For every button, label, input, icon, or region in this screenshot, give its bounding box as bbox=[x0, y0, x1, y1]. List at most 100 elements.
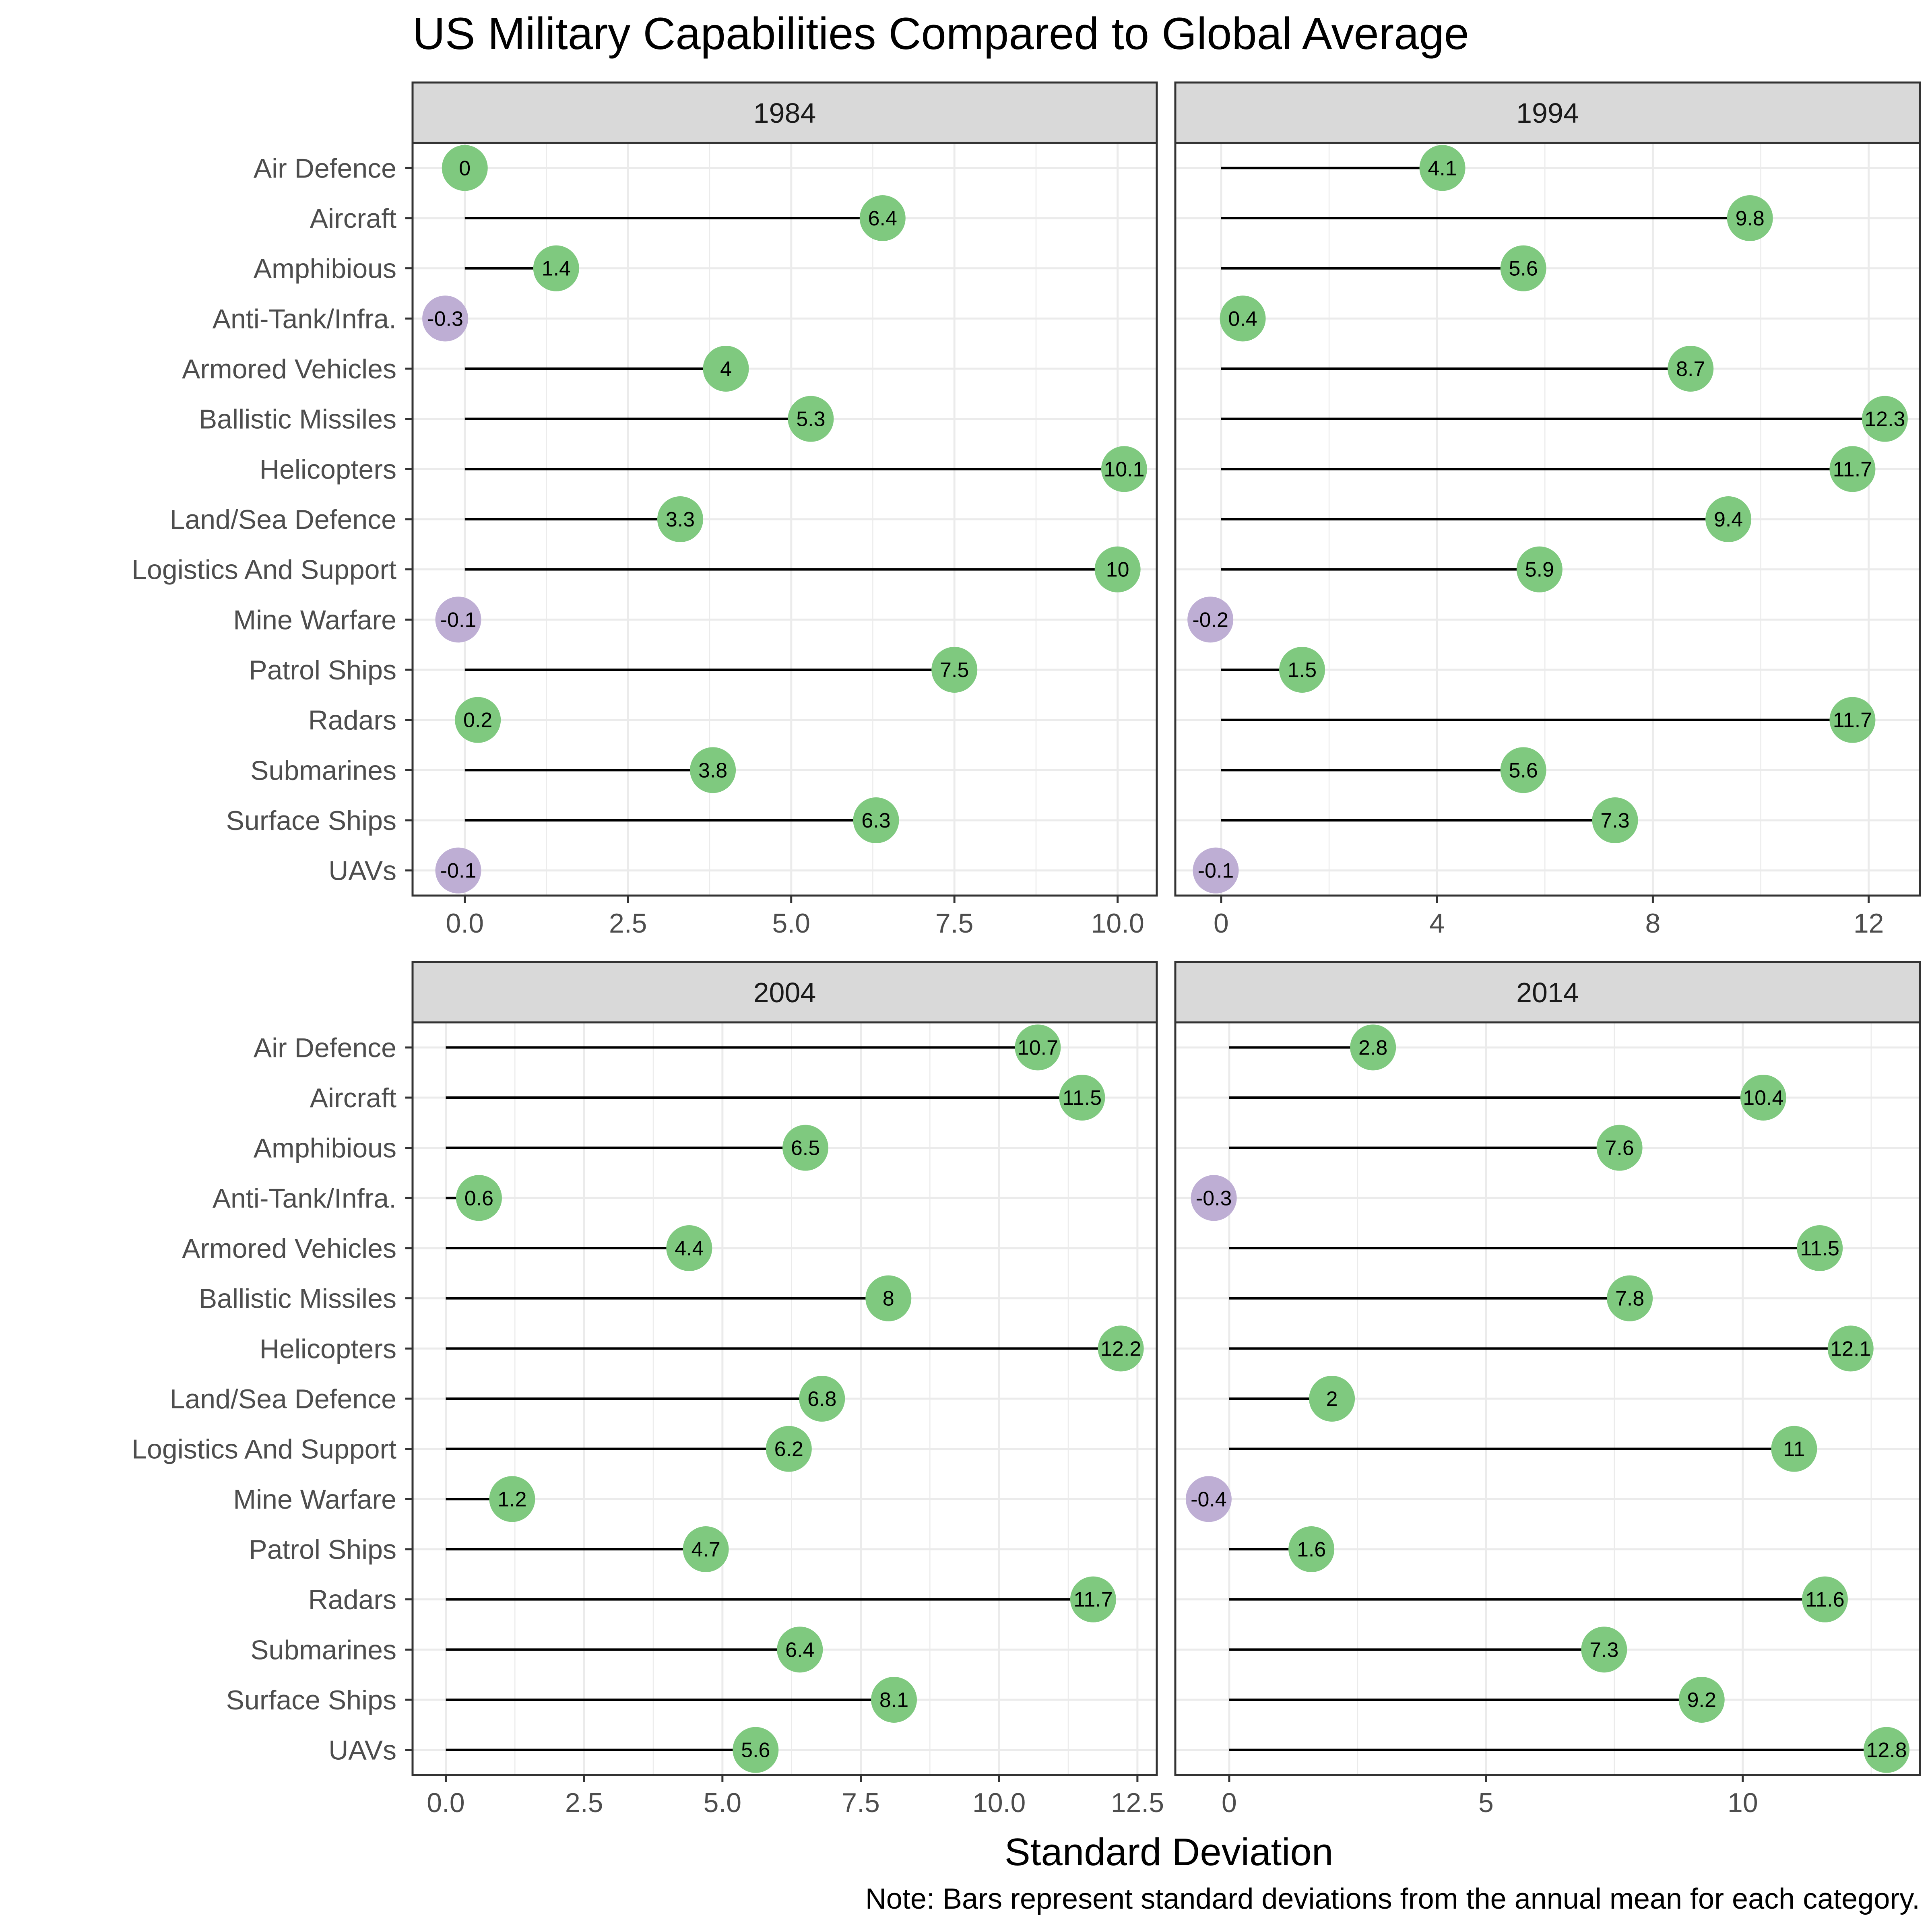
panel-2004-category-label-surface-ships: Surface Ships bbox=[226, 1685, 396, 1715]
panel-2004-value-label-surface-ships: 8.1 bbox=[879, 1688, 908, 1712]
panel-1984-point-air-defence bbox=[442, 145, 488, 191]
panel-2004-point-aircraft bbox=[1059, 1075, 1105, 1121]
panel-2014-point-radars bbox=[1802, 1576, 1848, 1622]
panel-1994-value-label-patrol-ships: 1.5 bbox=[1288, 658, 1317, 682]
panel-1994-x-tick-label: 4 bbox=[1429, 908, 1445, 939]
panel-2014-value-label-helicopters: 12.1 bbox=[1830, 1337, 1871, 1360]
panel-2004-point-anti-tank-infra bbox=[456, 1175, 502, 1221]
panel-2014-x-tick-label: 0 bbox=[1222, 1788, 1237, 1818]
panel-2004-point-amphibious bbox=[782, 1125, 829, 1171]
panel-1984-value-label-mine-warfare: -0.1 bbox=[440, 608, 477, 632]
panel-1984-point-amphibious bbox=[533, 245, 579, 291]
panel-1984-point-helicopters bbox=[1101, 446, 1147, 492]
panel-2004-category-label-aircraft: Aircraft bbox=[310, 1083, 396, 1113]
panel-1984-category-label-anti-tank-infra: Anti-Tank/Infra. bbox=[213, 303, 396, 334]
panel-2004-value-label-land-sea-defence: 6.8 bbox=[807, 1387, 836, 1411]
panel-1984-value-label-helicopters: 10.1 bbox=[1104, 458, 1144, 481]
panel-2004-category-label-amphibious: Amphibious bbox=[254, 1133, 396, 1164]
panel-1984-category-label-patrol-ships: Patrol Ships bbox=[249, 655, 396, 685]
panel-1994-point-radars bbox=[1829, 697, 1876, 743]
panel-2004-value-label-uavs: 5.6 bbox=[741, 1739, 770, 1762]
x-axis-title: Standard Deviation bbox=[1005, 1831, 1333, 1874]
panel-1984-category-label-air-defence: Air Defence bbox=[254, 153, 396, 184]
panel-1994-value-label-armored-vehicles: 8.7 bbox=[1676, 357, 1705, 381]
panel-1994-value-label-surface-ships: 7.3 bbox=[1600, 809, 1629, 832]
panel-2004-value-label-armored-vehicles: 4.4 bbox=[675, 1237, 704, 1260]
panel-2014-value-label-surface-ships: 9.2 bbox=[1687, 1688, 1716, 1712]
panel-2014-value-label-aircraft: 10.4 bbox=[1743, 1086, 1783, 1110]
panel-2014-strip-label: 2014 bbox=[1516, 977, 1579, 1008]
panel-1994-value-label-uavs: -0.1 bbox=[1198, 859, 1234, 883]
panel-1984-value-label-anti-tank-infra: -0.3 bbox=[427, 307, 463, 330]
panel-1984-category-label-surface-ships: Surface Ships bbox=[226, 805, 396, 836]
panel-2004-point-helicopters bbox=[1098, 1325, 1144, 1372]
panel-1994-point-surface-ships bbox=[1592, 797, 1638, 843]
panel-1984-point-anti-tank-infra bbox=[422, 295, 469, 342]
panel-1994-value-label-amphibious: 5.6 bbox=[1509, 257, 1538, 281]
panel-1984-point-surface-ships bbox=[853, 797, 899, 843]
panel-2004-point-air-defence bbox=[1015, 1024, 1061, 1071]
panel-1984-point-armored-vehicles bbox=[703, 346, 749, 392]
panel-1994-value-label-land-sea-defence: 9.4 bbox=[1714, 508, 1743, 531]
panel-1994-point-ballistic-missiles bbox=[1862, 396, 1908, 442]
panel-2004-category-label-uavs: UAVs bbox=[328, 1735, 396, 1766]
panel-2004-value-label-radars: 11.7 bbox=[1073, 1588, 1113, 1612]
panel-2004-x-tick-label: 5.0 bbox=[704, 1788, 742, 1818]
panel-2014-value-label-anti-tank-infra: -0.3 bbox=[1196, 1187, 1232, 1210]
panel-1994-value-label-ballistic-missiles: 12.3 bbox=[1864, 408, 1905, 431]
panel-2014-point-helicopters bbox=[1827, 1325, 1874, 1372]
panel-2014-value-label-patrol-ships: 1.6 bbox=[1297, 1538, 1326, 1561]
panel-1994-value-label-radars: 11.7 bbox=[1833, 709, 1872, 732]
panel-1994-strip bbox=[1174, 81, 1921, 144]
panel-1984-category-label-armored-vehicles: Armored Vehicles bbox=[182, 354, 396, 384]
panel-2004-category-label-anti-tank-infra: Anti-Tank/Infra. bbox=[213, 1183, 396, 1214]
panel-1984-category-label-uavs: UAVs bbox=[328, 856, 396, 886]
panel-2014-value-label-radars: 11.6 bbox=[1805, 1588, 1844, 1612]
panel-2004-strip bbox=[411, 961, 1158, 1024]
panel-2004-category-label-mine-warfare: Mine Warfare bbox=[233, 1484, 396, 1515]
panel-2004-x-tick-label: 12.5 bbox=[1111, 1788, 1164, 1818]
panel-2004-category-label-patrol-ships: Patrol Ships bbox=[249, 1534, 396, 1565]
panel-1994-x-tick-label: 0 bbox=[1214, 908, 1229, 939]
panel-1994-point-armored-vehicles bbox=[1668, 346, 1714, 392]
panel-1994-strip-label: 1994 bbox=[1516, 97, 1579, 129]
panel-2004-point-logistics-and-support bbox=[766, 1426, 812, 1472]
panel-1984-value-label-patrol-ships: 7.5 bbox=[940, 658, 969, 682]
panel-2014-point-land-sea-defence bbox=[1309, 1376, 1355, 1422]
panel-2004-point-submarines bbox=[777, 1627, 823, 1673]
panel-2004-category-label-ballistic-missiles: Ballistic Missiles bbox=[199, 1284, 396, 1314]
panel-2004-x-tick-label: 7.5 bbox=[842, 1788, 880, 1818]
panel-2004-category-label-radars: Radars bbox=[308, 1585, 396, 1615]
panel-2014-point-surface-ships bbox=[1678, 1677, 1725, 1723]
panel-1984-value-label-submarines: 3.8 bbox=[698, 759, 727, 782]
panel-2004-x-tick-label: 0.0 bbox=[427, 1788, 465, 1818]
panel-1994-x-tick-label: 8 bbox=[1645, 908, 1660, 939]
panel-1984-value-label-logistics-and-support: 10 bbox=[1106, 558, 1129, 582]
panel-2004-point-uavs bbox=[733, 1727, 779, 1773]
panel-1984-value-label-radars: 0.2 bbox=[463, 709, 492, 732]
panel-1984-value-label-ballistic-missiles: 5.3 bbox=[796, 408, 825, 431]
panel-2014: 2.8 10.4 7.6 -0.3 11.5 7.8 12.1 2 11 -0.4 1.6 11.6 7… bbox=[1174, 961, 1921, 1818]
panel-2014-value-label-ballistic-missiles: 7.8 bbox=[1615, 1287, 1644, 1311]
chart-note: Note: Bars represent standard deviations… bbox=[865, 1883, 1920, 1915]
panel-2004-strip-label: 2004 bbox=[753, 977, 816, 1008]
panel-1994-point-aircraft bbox=[1727, 195, 1773, 241]
panel-2014-value-label-amphibious: 7.6 bbox=[1605, 1137, 1634, 1160]
panel-2004-category-label-logistics-and-support: Logistics And Support bbox=[132, 1434, 396, 1465]
panel-2004-point-patrol-ships bbox=[683, 1526, 729, 1572]
panel-2014-value-label-uavs: 12.8 bbox=[1866, 1739, 1907, 1762]
facet-panels: 0 6.4 1.4 -0.3 4 5.3 10.1 3.3 10 -0.1 7.5 0.2 3.8 6.3… bbox=[132, 81, 1921, 1818]
panel-1994-point-submarines bbox=[1500, 747, 1546, 793]
panel-2004-value-label-anti-tank-infra: 0.6 bbox=[464, 1187, 493, 1210]
panel-2014-point-uavs bbox=[1864, 1727, 1910, 1773]
panel-2004-point-radars bbox=[1070, 1576, 1116, 1622]
panel-2004-point-land-sea-defence bbox=[799, 1376, 845, 1422]
panel-2004-value-label-ballistic-missiles: 8 bbox=[883, 1287, 894, 1311]
panel-1984-category-label-helicopters: Helicopters bbox=[260, 454, 396, 485]
panel-2004: 10.7 11.5 6.5 0.6 4.4 8 12.2 6.8 6.2 1.2 4.7 11.7 6.… bbox=[132, 961, 1164, 1818]
panel-1984-strip bbox=[411, 81, 1158, 144]
panel-1984-point-ballistic-missiles bbox=[788, 396, 834, 442]
panel-1984-point-patrol-ships bbox=[931, 647, 978, 693]
panel-1984-value-label-uavs: -0.1 bbox=[440, 859, 477, 883]
panel-1984-value-label-armored-vehicles: 4 bbox=[720, 357, 732, 381]
